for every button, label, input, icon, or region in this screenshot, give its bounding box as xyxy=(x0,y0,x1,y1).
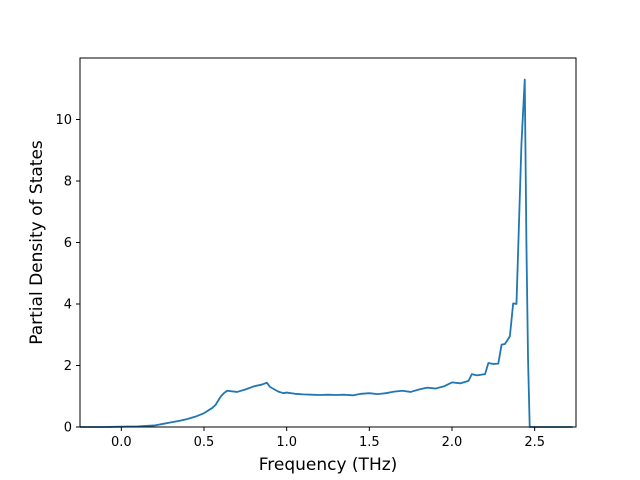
pdos-series-line-0 xyxy=(80,78,573,428)
x-tick-label: 0.0 xyxy=(111,435,132,450)
x-tick-label: 1.0 xyxy=(276,435,297,450)
x-tick-label: 1.5 xyxy=(359,435,380,450)
y-tick-label: 10 xyxy=(55,113,72,128)
y-tick-label: 2 xyxy=(64,359,72,374)
y-tick-label: 0 xyxy=(64,421,72,436)
series-layer xyxy=(80,78,573,428)
y-axis-label: Partial Density of States xyxy=(27,140,47,345)
y-axis-ticks: 0 2 4 6 8 10 xyxy=(55,113,80,436)
y-tick-label: 6 xyxy=(64,236,72,251)
y-tick-label: 4 xyxy=(64,298,72,313)
x-axis-label: Frequency (THz) xyxy=(259,455,398,475)
x-axis-ticks: 0.0 0.5 1.0 1.5 2.0 2.5 xyxy=(111,427,545,450)
x-tick-label: 2.5 xyxy=(524,435,545,450)
x-tick-label: 0.5 xyxy=(194,435,215,450)
y-tick-label: 8 xyxy=(64,175,72,190)
x-tick-label: 2.0 xyxy=(442,435,463,450)
